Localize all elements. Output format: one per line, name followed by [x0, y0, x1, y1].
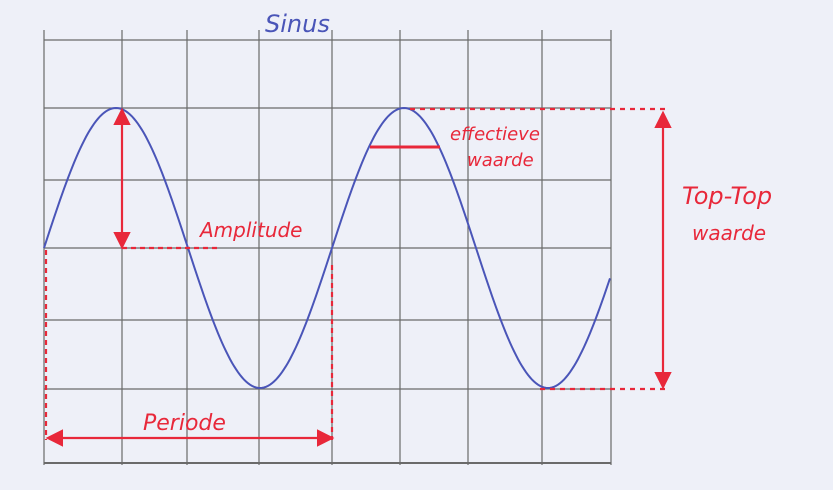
amplitude-label: Amplitude [198, 218, 303, 242]
effective-label-line2: waarde [467, 150, 534, 171]
grid [43, 30, 612, 465]
diagram-title: Sinus [265, 10, 330, 38]
effective-label-line1: effectieve [450, 124, 540, 145]
peak-to-peak-label-line2: waarde [692, 221, 766, 245]
sine-wave [43, 106, 611, 390]
period-label: Periode [143, 411, 226, 436]
peak-to-peak-label-line1: Top-Top [682, 182, 772, 210]
